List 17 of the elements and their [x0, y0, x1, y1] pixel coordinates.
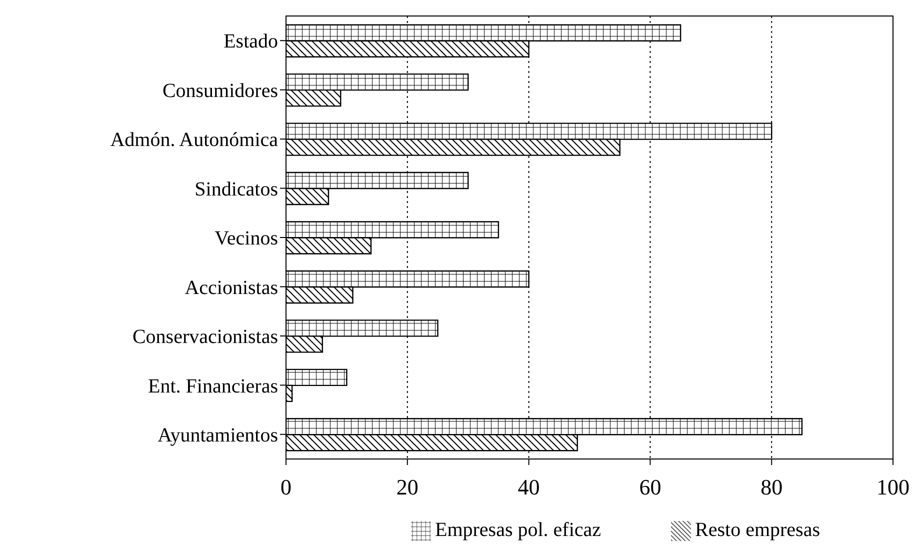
y-tick-label: Conservacionistas — [132, 326, 278, 348]
y-tick-label: Consumidores — [162, 80, 278, 102]
y-tick-label: Ayuntamientos — [158, 424, 278, 446]
y-tick-label: Ent. Financieras — [148, 375, 278, 398]
x-tick-label: 100 — [876, 474, 910, 500]
x-tick-label: 0 — [280, 474, 292, 500]
y-tick-label: Admón. Autonómica — [110, 129, 278, 152]
x-tick-label: 80 — [760, 474, 783, 500]
y-tick-label: Estado — [224, 30, 278, 53]
x-tick-label: 20 — [396, 474, 418, 500]
y-tick-label: Vecinos — [214, 228, 278, 250]
x-tick-label: 60 — [639, 474, 662, 500]
y-tick-label: Sindicatos — [194, 178, 278, 200]
x-tick-label: 40 — [518, 474, 540, 500]
y-tick-label: Accionistas — [184, 276, 278, 299]
legend-label: Empresas pol. eficaz — [434, 519, 602, 541]
legend-label: Resto empresas — [695, 519, 820, 541]
